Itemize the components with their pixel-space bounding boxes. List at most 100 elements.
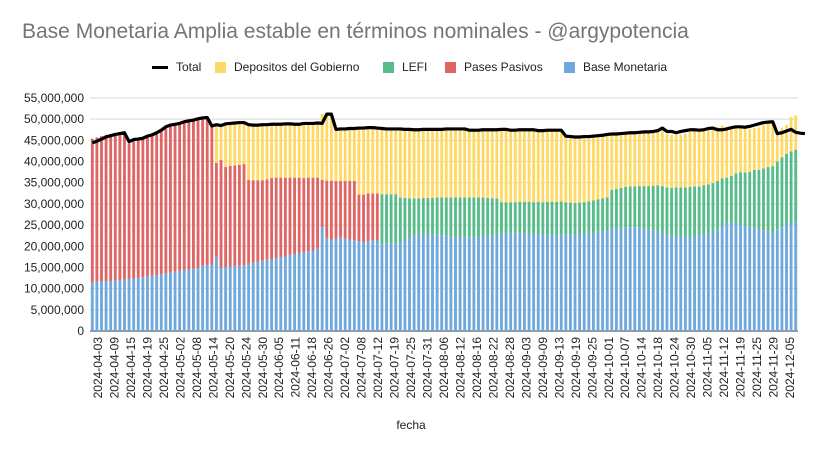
bar-segment	[628, 227, 632, 331]
bar-segment	[596, 231, 600, 331]
x-tick-label: 2024-08-06	[437, 337, 451, 399]
bar-segment	[481, 236, 485, 331]
bar-segment	[265, 179, 269, 260]
bar-segment	[720, 178, 724, 226]
y-tick-label: 55,000,000	[24, 91, 84, 105]
x-tick-label: 2024-04-03	[91, 337, 105, 399]
bar-segment	[270, 124, 274, 179]
bar-segment	[467, 197, 471, 238]
bar-segment	[435, 197, 439, 235]
bar-segment	[201, 265, 205, 331]
bar-segment	[141, 277, 145, 331]
bar-segment	[637, 186, 641, 228]
bar-segment	[104, 281, 108, 331]
bar-segment	[794, 222, 798, 331]
bar-segment	[454, 197, 457, 237]
bar-segment	[509, 130, 513, 203]
bar-segment	[270, 178, 274, 259]
bar-segment	[674, 236, 678, 331]
bar-segment	[619, 133, 623, 188]
bar-segment	[228, 123, 232, 166]
bar-segment	[619, 187, 623, 229]
bar-segment	[693, 236, 696, 331]
bar-segment	[228, 165, 232, 267]
bar-segment	[279, 177, 283, 258]
bar-segment	[734, 223, 738, 331]
bar-segment	[518, 232, 522, 331]
x-tick-label: 2024-11-29	[767, 337, 781, 398]
chart-title: Base Monetaria Amplia estable en término…	[22, 20, 689, 43]
y-tick-label: 35,000,000	[24, 176, 84, 190]
bar-segment	[495, 198, 499, 235]
bar-segment	[467, 237, 471, 331]
bar-segment	[182, 270, 186, 331]
bar-segment	[500, 233, 503, 331]
bar-segment	[490, 198, 494, 236]
bar-segment	[670, 235, 673, 331]
bar-segment	[408, 237, 411, 331]
bar-segment	[458, 197, 462, 237]
bar-segment	[587, 136, 591, 202]
legend-item-total[interactable]: Total	[152, 60, 201, 74]
bar-segment	[477, 197, 480, 237]
legend-item-base[interactable]: Base Monetaria	[564, 60, 667, 74]
bar-segment	[306, 251, 310, 331]
bar-segment	[352, 240, 356, 331]
bar-segment	[780, 127, 784, 158]
bar-segment	[256, 261, 260, 331]
bar-segment	[490, 235, 494, 331]
legend: Total Depositos del Gobierno LEFI Pases …	[0, 60, 822, 80]
bar-segment	[513, 130, 517, 203]
bar-segment	[651, 185, 655, 231]
bar-segment	[729, 222, 733, 331]
bar-segment	[748, 129, 752, 172]
bar-segment	[693, 131, 696, 187]
bar-segment	[233, 165, 237, 267]
bar-segment	[366, 241, 370, 331]
legend-item-lefi[interactable]: LEFI	[383, 60, 427, 74]
bar-segment	[192, 121, 195, 269]
bar-segment	[573, 234, 577, 331]
bar-segment	[444, 197, 448, 236]
bar-segment	[541, 130, 545, 203]
bar-segment	[624, 186, 628, 228]
legend-item-depositos[interactable]: Depositos del Gobierno	[215, 60, 359, 74]
y-tick-label: 0	[77, 324, 84, 338]
bar-segment	[591, 232, 595, 331]
bar-segment	[509, 232, 513, 331]
bar-segment	[132, 278, 136, 331]
bar-segment	[380, 128, 384, 195]
bar-segment	[780, 227, 784, 331]
bar-segment	[752, 128, 756, 171]
legend-item-pases[interactable]: Pases Pasivos	[445, 60, 543, 74]
bar-segment	[578, 136, 582, 203]
bar-segment	[329, 239, 333, 331]
x-tick-label: 2024-07-25	[404, 337, 418, 399]
legend-color-swatch	[445, 61, 456, 73]
bar-segment	[762, 168, 765, 231]
bar-segment	[150, 275, 154, 331]
bar-segment	[444, 128, 448, 198]
bar-segment	[463, 197, 467, 238]
bar-segment	[394, 243, 398, 331]
bar-segment	[215, 256, 218, 331]
bar-segment	[385, 243, 388, 331]
bar-segment	[435, 129, 439, 198]
bar-segment	[375, 193, 379, 240]
bar-segment	[426, 233, 430, 331]
bar-segment	[679, 236, 683, 331]
bar-segment	[481, 197, 485, 237]
x-tick-label: 2024-10-14	[635, 337, 649, 399]
bar-segment	[748, 171, 752, 227]
bar-segment	[702, 130, 706, 186]
bar-segment	[559, 130, 563, 202]
bar-segment	[716, 181, 719, 230]
bar-segment	[697, 186, 701, 236]
bar-segment	[95, 137, 99, 282]
bar-segment	[357, 128, 361, 195]
bar-segment	[159, 274, 163, 331]
bar-segment	[449, 128, 453, 198]
bar-segment	[288, 254, 292, 331]
bar-segment	[472, 130, 476, 198]
legend-label: LEFI	[402, 60, 428, 74]
